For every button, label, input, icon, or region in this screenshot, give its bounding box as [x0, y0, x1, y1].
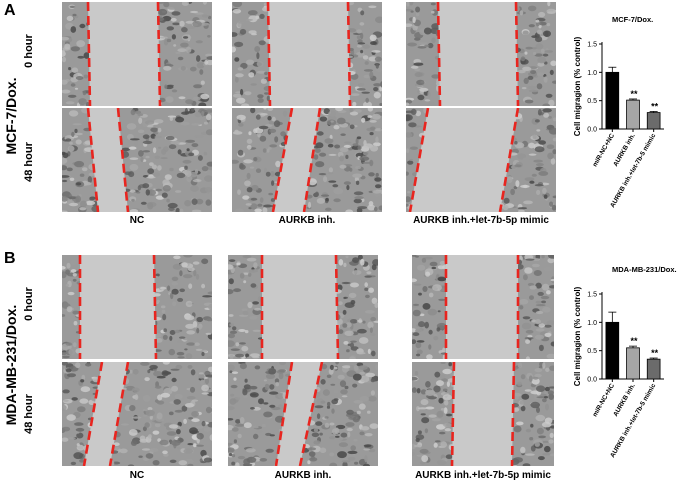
time-label-a-48h: 48 hour — [23, 142, 35, 182]
chart-title: MDA-MB-231/Dox. — [612, 265, 677, 274]
significance-marker: ** — [651, 101, 659, 111]
condition-label-a-aurkb: AURKB inh. — [278, 215, 336, 226]
time-label-a-0h: 0 hour — [23, 34, 35, 68]
bar — [605, 321, 620, 380]
y-tick-label: 1.5 — [587, 42, 597, 49]
y-tick-label: 1.5 — [587, 292, 597, 299]
micrograph-b-nc-48h — [62, 362, 212, 466]
bar — [646, 358, 661, 380]
condition-label-b-aurkb: AURKB inh. — [274, 470, 332, 481]
y-tick-label: 0.5 — [587, 348, 597, 355]
bar — [626, 347, 640, 380]
condition-label-a-mimic: AURKB inh.+let-7b-5p mimic — [413, 215, 549, 226]
micrograph-a-mimic-48h — [406, 108, 556, 212]
significance-marker: ** — [651, 348, 659, 358]
y-tick-label: 1.0 — [587, 320, 597, 327]
micrograph-b-nc-0h — [62, 255, 212, 359]
y-axis-label: Cell migragion (% control) — [573, 286, 582, 386]
chart-svg: MDA-MB-231/Dox. 0.0 0.5 1.0 1.5 Cell migragio… — [573, 265, 677, 459]
category-label: AURKB inh.+let-7b-5 mimic — [609, 132, 657, 209]
y-tick-label: 0.0 — [587, 377, 597, 384]
condition-label-a-nc: NC — [129, 215, 145, 226]
micrograph-a-nc-48h — [62, 108, 212, 212]
micrograph-a-aurkb-48h — [232, 108, 382, 212]
condition-label-b-mimic: AURKB inh.+let-7b-5p mimic — [415, 470, 551, 481]
micrograph-a-mimic-0h — [406, 2, 556, 106]
panel-letter-b: B — [4, 250, 16, 267]
panel-letter-a: A — [4, 2, 16, 19]
row-title-b: MDA-MB-231/Dox. — [3, 304, 19, 426]
condition-label-b-nc: NC — [129, 470, 145, 481]
chart-title: MCF-7/Dox. — [612, 15, 653, 24]
micrograph-b-mimic-0h — [412, 255, 554, 359]
bar — [646, 112, 661, 130]
micrograph-b-mimic-48h — [412, 362, 554, 466]
y-axis-label: Cell migragion (% control) — [573, 36, 582, 136]
y-tick-label: 0.5 — [587, 98, 597, 105]
chart-b: MDA-MB-231/Dox. 0.0 0.5 1.0 1.5 Cell migragio… — [568, 252, 700, 484]
bar — [626, 99, 640, 130]
significance-marker: ** — [630, 89, 638, 99]
row-title-a: MCF-7/Dox. — [3, 77, 19, 155]
y-tick-label: 1.0 — [587, 70, 597, 77]
significance-marker: ** — [630, 336, 638, 346]
y-tick-label: 0.0 — [587, 127, 597, 134]
chart-a: MCF-7/Dox. 0.0 0.5 1.0 1.5 Cell migragion (% … — [568, 2, 700, 237]
category-label: AURKB inh.+let-7b-5 mimic — [609, 382, 657, 459]
micrograph-a-nc-0h — [62, 2, 212, 106]
chart-svg: MCF-7/Dox. 0.0 0.5 1.0 1.5 Cell migragion (% … — [573, 15, 664, 209]
micrograph-b-aurkb-0h — [228, 255, 378, 359]
micrograph-b-aurkb-48h — [228, 362, 378, 466]
bar — [605, 71, 620, 130]
micrograph-a-aurkb-0h — [232, 2, 382, 106]
time-label-b-48h: 48 hour — [23, 394, 35, 434]
time-label-b-0h: 0 hour — [23, 287, 35, 321]
